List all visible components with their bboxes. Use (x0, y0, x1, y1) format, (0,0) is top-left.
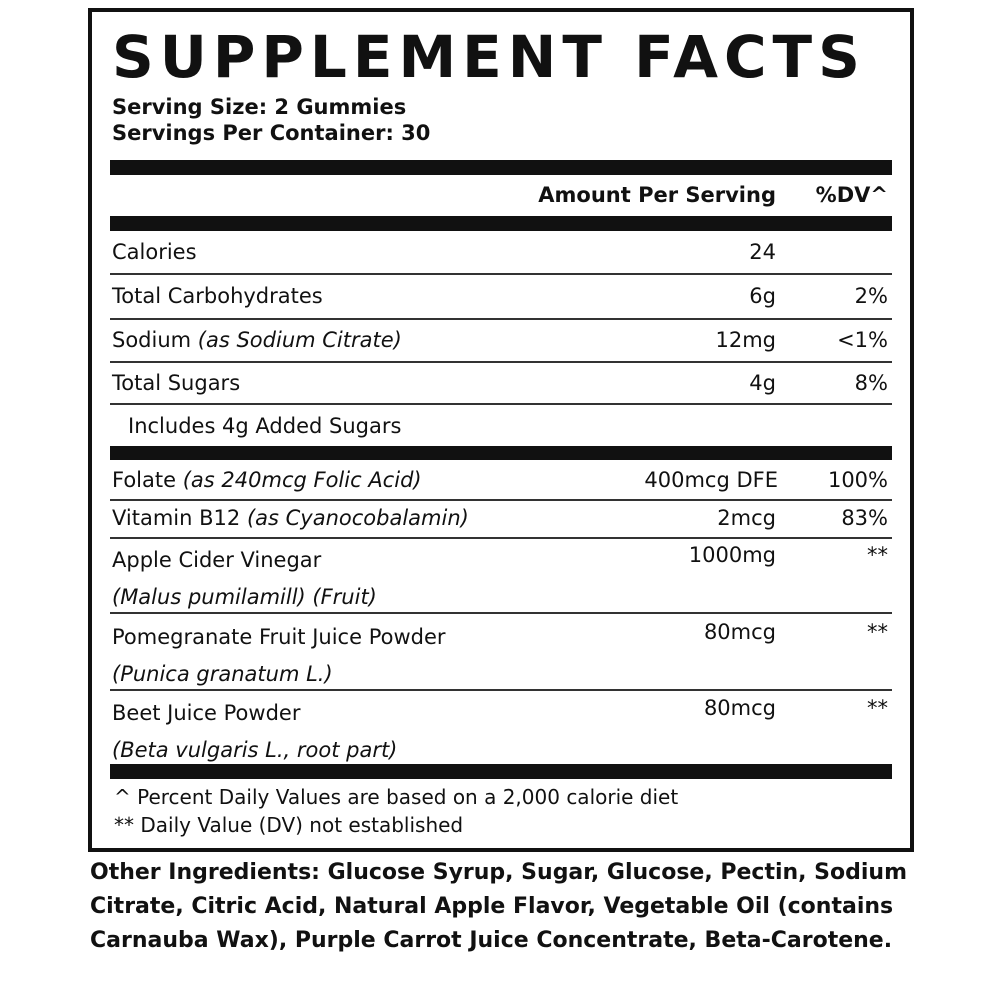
amount: 400mcg DFE (644, 468, 778, 492)
serving-size: Serving Size: 2 Gummies (112, 95, 407, 119)
divider (110, 318, 892, 320)
dv: <1% (837, 328, 888, 352)
row-beet-juice: Beet Juice Powder (Beta vulgaris L., root… (112, 701, 398, 762)
dv: 83% (841, 506, 888, 530)
dv: 2% (854, 284, 888, 308)
row-total-sugars: Total Sugars (112, 371, 241, 395)
other-ingredients-text: Glucose Syrup, Sugar, Glucose, Pectin, S… (90, 860, 908, 953)
dv-header: %DV^ (815, 183, 888, 207)
divider (110, 273, 892, 275)
divider-thick (110, 160, 892, 175)
supplement-facts-panel (88, 8, 914, 852)
amount: 80mcg (703, 620, 776, 644)
divider-thick (110, 446, 892, 460)
dv: ** (867, 543, 888, 567)
divider-thick (110, 764, 892, 779)
other-ingredients-label: Other Ingredients: (90, 860, 320, 885)
footnote-not-established: ** Daily Value (DV) not established (114, 813, 464, 837)
dv: ** (867, 620, 888, 644)
row-pomegranate: Pomegranate Fruit Juice Powder (Punica gr… (112, 625, 446, 686)
other-ingredients: Other Ingredients: Glucose Syrup, Sugar,… (90, 856, 940, 958)
dv: ** (867, 696, 888, 720)
divider (110, 499, 892, 501)
row-folate: Folate (as 240mcg Folic Acid) (112, 468, 422, 492)
amount: 4g (749, 371, 776, 395)
amount: 80mcg (703, 696, 776, 720)
amount: 24 (749, 240, 776, 264)
row-sodium: Sodium (as Sodium Citrate) (112, 328, 402, 352)
amount: 1000mg (688, 543, 776, 567)
divider (110, 537, 892, 539)
servings-per-container: Servings Per Container: 30 (112, 121, 431, 145)
row-calories: Calories (112, 240, 197, 264)
row-apple-cider-vinegar: Apple Cider Vinegar (Malus pumilamill) (F… (112, 548, 377, 609)
divider-thick (110, 216, 892, 231)
row-vitamin-b12: Vitamin B12 (as Cyanocobalamin) (112, 506, 469, 530)
divider (110, 403, 892, 405)
row-added-sugars: Includes 4g Added Sugars (128, 414, 402, 438)
amount-header: Amount Per Serving (538, 183, 776, 207)
panel-title: SUPPLEMENT FACTS (112, 23, 866, 91)
footnote-dv: ^ Percent Daily Values are based on a 2,… (114, 785, 679, 809)
divider (110, 612, 892, 614)
dv: 8% (854, 371, 888, 395)
row-total-carbohydrates: Total Carbohydrates (112, 284, 323, 308)
amount: 12mg (715, 328, 776, 352)
amount: 6g (749, 284, 776, 308)
divider (110, 689, 892, 691)
amount: 2mcg (717, 506, 776, 530)
dv: 100% (827, 468, 888, 492)
divider (110, 361, 892, 363)
